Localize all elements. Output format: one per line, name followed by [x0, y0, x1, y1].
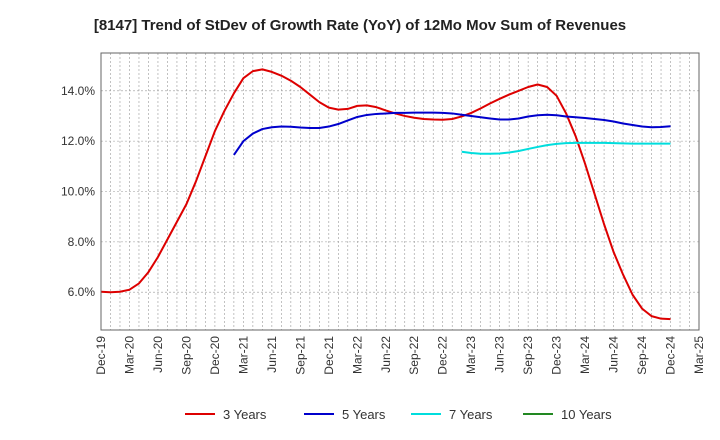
- x-tick-label: Sep-20: [179, 336, 193, 375]
- legend-label: 7 Years: [449, 407, 493, 422]
- legend-label: 10 Years: [561, 407, 612, 422]
- y-tick-label: 8.0%: [68, 235, 96, 249]
- x-tick-label: Jun-23: [493, 336, 507, 373]
- x-tick-label: Dec-24: [664, 336, 678, 375]
- x-tick-label: Mar-24: [578, 336, 592, 374]
- series-line-7-years: [461, 141, 671, 155]
- series-line-3-years: [100, 68, 671, 321]
- x-tick-label: Dec-20: [208, 336, 222, 375]
- legend-label: 5 Years: [342, 407, 386, 422]
- legend: 3 Years 5 Years 7 Years 10 Years: [185, 407, 612, 422]
- x-tick-label: Mar-21: [236, 336, 250, 374]
- series-layer: [100, 68, 671, 321]
- x-tick-label: Sep-23: [521, 336, 535, 375]
- y-tick-label: 6.0%: [68, 285, 96, 299]
- x-tick-label: Jun-21: [265, 336, 279, 373]
- plot-frame: [100, 52, 700, 331]
- x-tick-label: Dec-19: [94, 336, 108, 375]
- x-tick-label: Mar-23: [464, 336, 478, 374]
- y-tick-label: 12.0%: [61, 134, 95, 148]
- x-tick-label: Dec-21: [322, 336, 336, 375]
- chart-title: [8147] Trend of StDev of Growth Rate (Yo…: [94, 17, 626, 34]
- x-tick-label: Dec-22: [436, 336, 450, 375]
- x-tick-label: Jun-22: [379, 336, 393, 373]
- legend-label: 3 Years: [223, 407, 267, 422]
- series-line-5-years: [233, 111, 671, 156]
- y-tick-label: 14.0%: [61, 84, 95, 98]
- x-tick-label: Sep-22: [407, 336, 421, 375]
- x-tick-label: Dec-23: [550, 336, 564, 375]
- y-axis-ticks: 6.0% 8.0% 10.0% 12.0% 14.0%: [61, 84, 95, 299]
- x-tick-label: Jun-20: [151, 336, 165, 373]
- x-tick-label: Sep-24: [635, 336, 649, 375]
- x-tick-label: Sep-21: [293, 336, 307, 375]
- x-tick-label: Jun-24: [607, 336, 621, 373]
- x-tick-label: Mar-25: [692, 336, 706, 374]
- y-tick-label: 10.0%: [61, 185, 95, 199]
- x-tick-label: Mar-22: [350, 336, 364, 374]
- x-tick-label: Mar-20: [122, 336, 136, 374]
- x-axis-ticks: Dec-19 Mar-20 Jun-20 Sep-20 Dec-20 Mar-21 Jun-…: [94, 336, 706, 375]
